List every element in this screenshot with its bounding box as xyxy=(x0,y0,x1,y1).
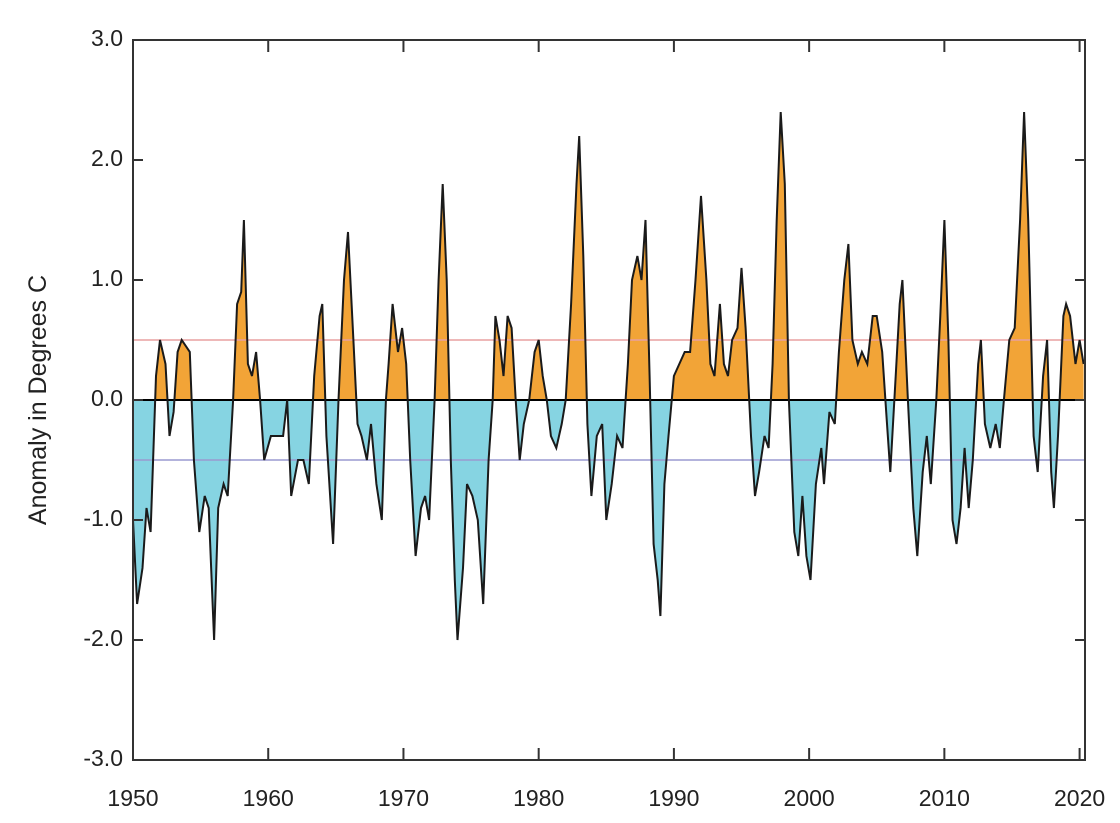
x-tick-label: 2010 xyxy=(919,785,970,811)
negative-area xyxy=(133,400,1084,640)
y-axis-label: Anomaly in Degrees C xyxy=(24,275,52,525)
y-tick-label: -1.0 xyxy=(83,505,123,531)
x-tick-label: 1980 xyxy=(513,785,564,811)
x-tick-label: 2020 xyxy=(1054,785,1105,811)
x-tick-label: 1990 xyxy=(648,785,699,811)
x-tick-label: 1960 xyxy=(243,785,294,811)
x-tick-label: 1970 xyxy=(378,785,429,811)
y-tick-label: 1.0 xyxy=(91,265,123,291)
y-tick-label: -2.0 xyxy=(83,625,123,651)
x-tick-label: 2000 xyxy=(784,785,835,811)
y-tick-label: -3.0 xyxy=(83,745,123,771)
anomaly-line xyxy=(132,111,1085,641)
y-tick-label: 3.0 xyxy=(91,25,123,51)
y-tick-label: 0.0 xyxy=(91,385,123,411)
x-tick-label: 1950 xyxy=(107,785,158,811)
y-tick-label: 2.0 xyxy=(91,145,123,171)
positive-area xyxy=(133,112,1084,400)
